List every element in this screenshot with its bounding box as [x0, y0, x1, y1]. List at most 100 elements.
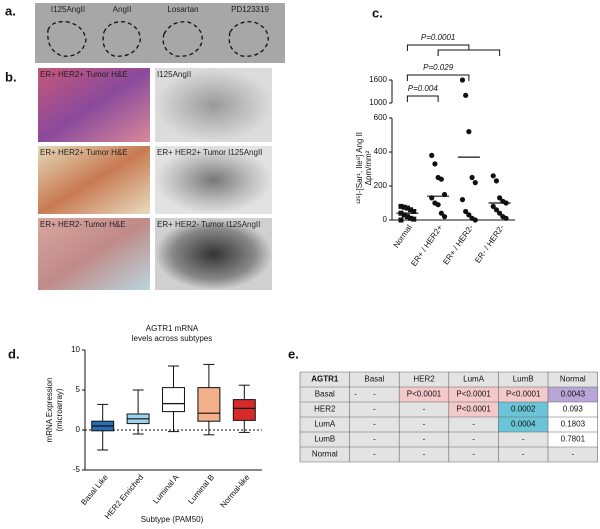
y-axis-label: mRNA Expression (microarray) — [45, 378, 64, 443]
y-tick-label: 400 — [374, 147, 388, 156]
row-name-bg — [300, 387, 350, 402]
x-tick-label: Normal — [392, 223, 414, 249]
y-axis-label-line: (microarray) — [55, 388, 64, 431]
table-cell-text: - — [373, 405, 376, 414]
y-tick-label: 200 — [374, 181, 388, 190]
table-cell — [349, 432, 400, 447]
point — [459, 77, 466, 83]
bracket — [406, 44, 470, 51]
table-cell — [448, 417, 499, 432]
table-cell-text: - — [522, 435, 525, 444]
box — [197, 387, 221, 422]
y-tick-label: 5 — [76, 385, 81, 394]
box — [162, 387, 185, 413]
point — [490, 173, 496, 179]
point — [401, 204, 407, 210]
point — [469, 174, 475, 181]
x-tick-label: Basal Like — [79, 472, 110, 506]
bracket — [406, 95, 439, 102]
point — [408, 215, 414, 221]
point — [459, 197, 466, 203]
y-axis-label-line: Δpm/mm² — [364, 150, 373, 185]
p-value: P=0.004 — [408, 84, 439, 93]
point — [503, 215, 509, 221]
row-name: Normal — [312, 450, 338, 459]
point — [411, 216, 417, 222]
x-tick-label: HER2 Enriched — [103, 473, 145, 521]
y-tick-label: -5 — [73, 465, 81, 474]
table-cell-text: - — [522, 450, 525, 459]
row-name-bg — [300, 417, 350, 432]
table-cell-text: - — [373, 390, 376, 399]
point — [441, 214, 448, 220]
bracket — [406, 74, 470, 81]
table-header: LumB — [513, 375, 534, 384]
row-name: LumA — [314, 420, 336, 429]
table-header: LumA — [463, 375, 485, 384]
table-cell — [548, 402, 598, 417]
point — [398, 217, 404, 223]
histology-image — [38, 68, 150, 142]
table-cell — [548, 432, 598, 447]
point — [463, 92, 469, 98]
image-caption: ER+ HER2- Tumor I125AngII — [157, 220, 260, 229]
table-cell — [349, 402, 400, 417]
table-header: AGTR1 — [311, 375, 339, 384]
table-cell-text: - — [472, 420, 475, 429]
table-cell-text: - — [472, 450, 475, 459]
point — [438, 176, 444, 182]
point — [472, 180, 478, 186]
p-value: P=0.029 — [423, 63, 454, 72]
point — [401, 212, 407, 218]
point — [463, 208, 469, 215]
table-cell-text: - — [423, 450, 426, 459]
y-tick-label: 0 — [383, 215, 388, 224]
table-cell-text: 0.093 — [563, 405, 584, 414]
outline — [47, 21, 87, 57]
outline — [102, 21, 141, 57]
panel-label: e. — [288, 346, 299, 361]
histology-image — [38, 218, 150, 290]
table-cell — [498, 417, 548, 432]
radiograph-image — [155, 146, 272, 214]
table-cell-text: - — [373, 435, 376, 444]
table-cell-text: - — [423, 420, 426, 429]
row-name-bg — [300, 402, 350, 417]
y-axis-label: ¹²⁵I-[Sar¹, Ile⁸] Ang II Δpm/mm² — [355, 132, 373, 204]
y-tick-label: 10 — [71, 345, 80, 354]
x-tick-label: ER+ / HER2- — [441, 223, 475, 266]
table-cell — [498, 402, 548, 417]
y-tick-label: 600 — [374, 113, 388, 122]
image-caption: ER+ HER2- Tumor H&E — [40, 220, 126, 229]
table-cell-text: - — [472, 435, 475, 444]
table-cell — [349, 447, 400, 462]
point — [432, 161, 438, 167]
table-cell-text: P<0.0001 — [506, 390, 541, 399]
point — [490, 203, 496, 209]
x-axis-label: Subtype (PAM50) — [141, 515, 204, 524]
point — [408, 207, 414, 213]
autoradiography-strip — [35, 3, 285, 63]
table-cell — [498, 387, 548, 402]
image-caption: I125AngII — [157, 70, 191, 79]
panel-label: b. — [5, 69, 17, 84]
table-cell — [448, 387, 499, 402]
y-axis-label-line: ¹²⁵I-[Sar¹, Ile⁸] Ang II — [355, 132, 364, 204]
point — [497, 195, 503, 201]
x-tick-label: ER- / HER2- — [473, 223, 506, 265]
table-cell-text: - — [373, 420, 376, 429]
strip-label: Losartan — [167, 5, 198, 14]
table-header: HER2 — [413, 375, 435, 384]
table-cell — [399, 402, 449, 417]
point — [472, 217, 478, 223]
point — [466, 129, 472, 135]
table-cell — [448, 432, 499, 447]
table-cell — [448, 447, 499, 462]
table-cell — [448, 402, 499, 417]
point — [404, 205, 410, 211]
x-tick-label: ER+ / HER2+ — [409, 223, 444, 268]
table-header: Normal — [560, 375, 586, 384]
panel-label: a. — [5, 3, 16, 18]
table-cell-text: - — [423, 435, 426, 444]
